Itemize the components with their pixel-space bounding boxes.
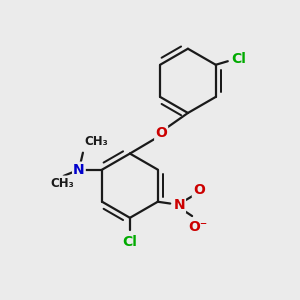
- Text: Cl: Cl: [122, 235, 137, 249]
- Text: CH₃: CH₃: [84, 136, 108, 148]
- Text: Cl: Cl: [232, 52, 246, 66]
- Text: N: N: [173, 198, 185, 212]
- Text: CH₃: CH₃: [50, 176, 74, 190]
- Text: O: O: [155, 126, 167, 140]
- Text: O⁻: O⁻: [188, 220, 207, 234]
- Text: N: N: [73, 163, 85, 177]
- Text: O: O: [193, 183, 205, 197]
